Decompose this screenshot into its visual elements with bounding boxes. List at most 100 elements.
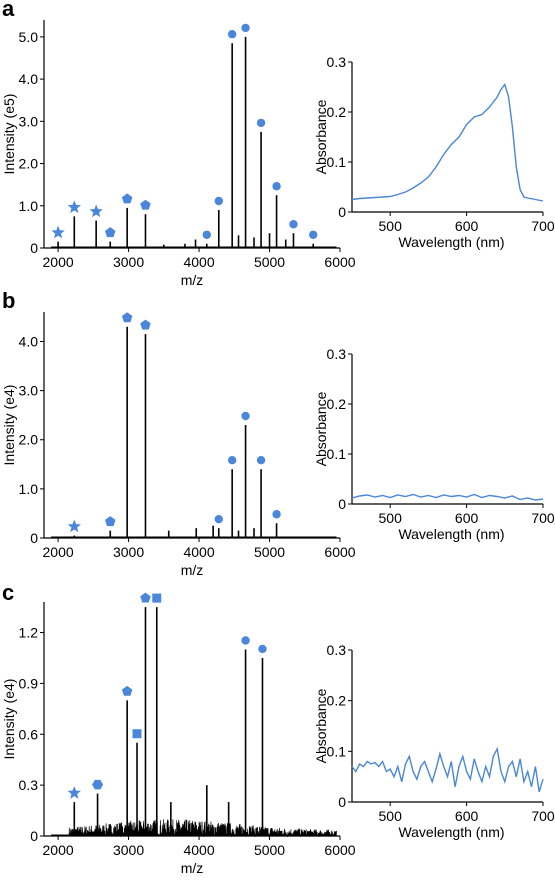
abs-xtick-label-0: 500 — [379, 218, 403, 234]
ms-ytick-label-1: 4.0 — [19, 333, 39, 349]
circle-marker — [227, 456, 237, 465]
pentagon-marker — [140, 319, 151, 330]
absorbance-line-2 — [351, 746, 544, 793]
ms-ylabel-2: Intensity (e4) — [1, 679, 17, 760]
abs-ytick-label-0: 0.2 — [327, 104, 347, 120]
ms-xtick-label-0: 5000 — [254, 254, 285, 270]
ms-ytick-label-2: 0.3 — [19, 777, 39, 793]
ms-xtick-label-1: 6000 — [324, 544, 355, 560]
abs-xtick-label-1: 700 — [531, 510, 555, 526]
circle-marker — [256, 118, 266, 128]
circle-marker — [309, 230, 318, 239]
ms-xlabel-2: m/z — [181, 860, 204, 876]
circle-marker — [227, 30, 237, 39]
abs-ytick-label-1: 0.1 — [327, 446, 347, 462]
ms-ytick-label-1: 1.0 — [19, 481, 39, 497]
circle-marker — [272, 510, 281, 519]
circle-marker — [241, 636, 250, 645]
abs-ylabel-0: Absorbance — [313, 99, 329, 174]
circle-marker — [241, 411, 250, 421]
star-marker — [89, 204, 103, 218]
ms-xtick-label-2: 3000 — [113, 842, 144, 858]
abs-xtick-label-2: 600 — [455, 808, 479, 824]
abs-xlabel-2: Wavelength (nm) — [398, 824, 504, 840]
ms-ytick-label-2: 0.9 — [19, 675, 39, 691]
ms-ytick-label-0: 1.0 — [19, 198, 39, 214]
ms-ytick-label-0: 5.0 — [19, 29, 39, 45]
ms-ylabel-1: Intensity (e4) — [1, 385, 17, 466]
abs-ytick-label-2: 0.2 — [327, 693, 347, 709]
ms-noise-trace-2 — [68, 819, 337, 838]
ms-xtick-label-2: 6000 — [324, 842, 355, 858]
ms-xtick-label-1: 5000 — [254, 544, 285, 560]
star-marker — [67, 786, 81, 799]
pentagon-marker — [121, 312, 133, 323]
pentagon-marker — [121, 685, 133, 696]
abs-ytick-label-0: 0.1 — [327, 154, 347, 170]
ms-xtick-label-1: 3000 — [113, 544, 144, 560]
abs-xtick-label-0: 700 — [531, 218, 555, 234]
circle-marker — [258, 644, 267, 654]
abs-ylabel-1: Absorbance — [313, 391, 329, 466]
ms-xlabel-1: m/z — [181, 562, 204, 578]
ms-ytick-label-1: 2.0 — [19, 432, 39, 448]
pentagon-marker — [140, 592, 151, 603]
panel-letter-a: a — [2, 0, 15, 21]
ms-xtick-label-1: 2000 — [43, 544, 74, 560]
pentagon-marker — [105, 227, 116, 238]
abs-ytick-label-0: 0 — [338, 204, 346, 220]
star-marker — [67, 519, 81, 533]
square-marker — [132, 729, 142, 739]
abs-xtick-label-2: 500 — [379, 808, 403, 824]
star-marker — [51, 225, 65, 239]
abs-ytick-label-0: 0.3 — [327, 54, 347, 70]
star-marker — [67, 200, 81, 213]
ms-ytick-label-0: 4.0 — [19, 71, 39, 87]
abs-ytick-label-1: 0 — [338, 496, 346, 512]
ms-xtick-label-0: 2000 — [43, 254, 74, 270]
pentagon-marker — [140, 199, 151, 210]
ms-xtick-label-0: 4000 — [183, 254, 214, 270]
ms-xtick-label-2: 2000 — [43, 842, 74, 858]
ms-ytick-label-2: 1.2 — [19, 625, 39, 641]
pentagon-marker — [105, 516, 116, 527]
abs-ytick-label-2: 0.3 — [327, 642, 347, 658]
ms-ytick-label-0: 3.0 — [19, 113, 39, 129]
ms-xtick-label-1: 4000 — [183, 544, 214, 560]
abs-xtick-label-1: 600 — [455, 510, 479, 526]
ms-ytick-label-1: 3.0 — [19, 383, 39, 399]
square-marker — [152, 593, 162, 603]
ms-ytick-label-1: 0 — [30, 530, 38, 546]
abs-xlabel-0: Wavelength (nm) — [398, 234, 504, 250]
abs-ylabel-2: Absorbance — [313, 688, 329, 763]
pentagon-marker — [121, 193, 133, 204]
ms-xtick-label-0: 6000 — [324, 254, 355, 270]
hexagon-marker — [92, 779, 104, 790]
abs-ytick-label-1: 0.3 — [327, 346, 347, 362]
absorbance-line-0 — [351, 82, 544, 202]
circle-marker — [256, 456, 266, 465]
ms-xlabel-0: m/z — [181, 272, 204, 288]
panel-letter-c: c — [2, 580, 15, 605]
circle-marker — [241, 23, 250, 33]
ms-ylabel-0: Intensity (e5) — [1, 94, 17, 175]
ms-ytick-label-0: 2.0 — [19, 156, 39, 172]
abs-ytick-label-1: 0.2 — [327, 396, 347, 412]
abs-xtick-label-1: 500 — [379, 510, 403, 526]
circle-marker — [272, 182, 281, 191]
ms-ytick-label-0: 0 — [30, 240, 38, 256]
abs-xlabel-1: Wavelength (nm) — [398, 526, 504, 542]
ms-xtick-label-2: 4000 — [183, 842, 214, 858]
circle-marker — [214, 196, 223, 206]
abs-xtick-label-0: 600 — [455, 218, 479, 234]
ms-ytick-label-2: 0 — [30, 828, 38, 844]
circle-marker — [289, 220, 298, 229]
circle-marker — [202, 230, 211, 239]
ms-xtick-label-2: 5000 — [254, 842, 285, 858]
panel-letter-b: b — [2, 288, 16, 313]
abs-ytick-label-2: 0.1 — [327, 743, 347, 759]
abs-ytick-label-2: 0 — [338, 794, 346, 810]
absorbance-line-1 — [351, 493, 544, 501]
ms-ytick-label-2: 0.6 — [19, 726, 39, 742]
